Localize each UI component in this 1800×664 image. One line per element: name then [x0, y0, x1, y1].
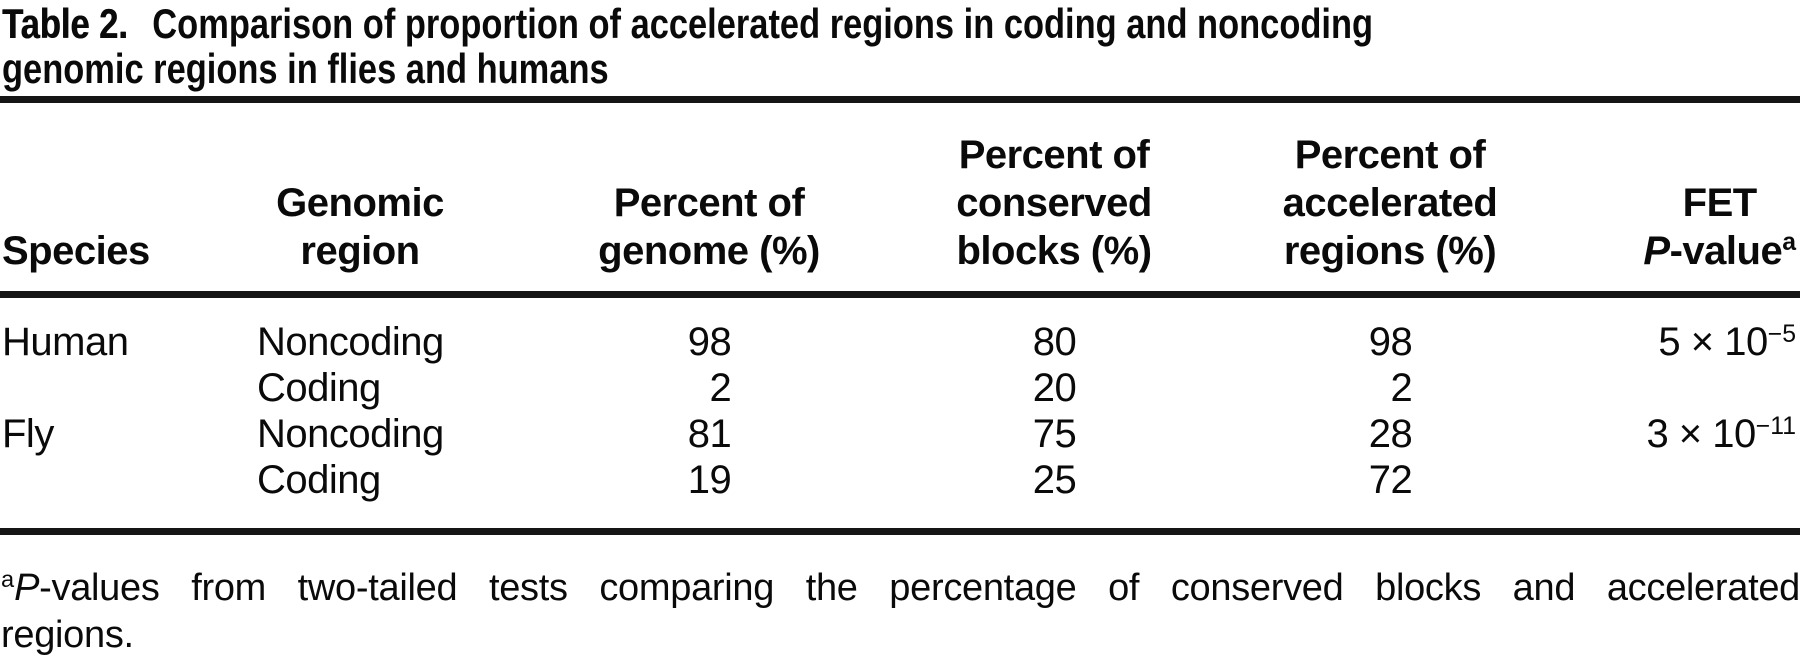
species-cell: Fly: [2, 412, 54, 457]
footnote-line-2: regions.: [1, 614, 134, 657]
fet-pvalue-base: 3 × 10: [1646, 412, 1756, 457]
table-row-fly-noncoding: Fly Noncoding 81 75 28 3 × 10−11: [0, 412, 1800, 458]
table-row-human-noncoding: Human Noncoding 98 80 98 5 × 10−5: [0, 294, 1800, 366]
conserved-pct-value: 80: [1032, 320, 1077, 365]
title-line-1: Table 2. Comparison of proportion of acce…: [2, 0, 1476, 47]
col-header-fet-pvalue: FET P-valuea: [1585, 102, 1800, 298]
fet-pvalue-base: 5 × 10: [1658, 320, 1768, 365]
fet-header-block: FET P-valuea: [1643, 179, 1796, 275]
table-body: Human Noncoding 98 80 98 5 × 10−5 Coding…: [0, 294, 1800, 535]
accelerated-pct-cell: 28: [1195, 412, 1585, 458]
col-header-genomic-region: Genomic region: [215, 102, 505, 298]
footnote-marker: a: [1, 565, 15, 592]
genome-pct-cell: 81: [505, 412, 913, 458]
genome-pct-value: 19: [687, 458, 732, 503]
conserved-pct-cell: 20: [913, 366, 1195, 412]
region-cell: Coding: [257, 366, 381, 411]
data-table: Species Genomic region Percent of genome…: [0, 102, 1800, 535]
region-cell: Noncoding: [257, 412, 444, 457]
fet-pvalue-cell: 3 × 10−11: [1585, 412, 1800, 458]
accelerated-pct-value: 72: [1368, 458, 1413, 503]
fet-pvalue-cell: [1585, 457, 1800, 535]
accelerated-pct-cell: 72: [1195, 457, 1585, 535]
table-footnote: aP-values from two-tailed tests comparin…: [0, 565, 1800, 660]
col-header-percent-genome: Percent of genome (%): [505, 102, 913, 298]
table-row-fly-coding: Coding 19 25 72: [0, 457, 1800, 535]
conserved-pct-value: 20: [1032, 366, 1077, 411]
fet-value-text: -value: [1669, 228, 1783, 273]
genome-pct-value: 98: [687, 320, 732, 365]
table-row-human-coding: Coding 2 20 2: [0, 366, 1800, 412]
table-title: Table 2. Comparison of proportion of acce…: [0, 0, 1800, 103]
species-cell: Human: [2, 320, 129, 365]
table-header: Species Genomic region Percent of genome…: [0, 102, 1800, 298]
fet-footnote-marker: a: [1782, 229, 1796, 257]
footnote-p-italic: P: [14, 566, 40, 609]
fet-p-italic: P: [1643, 228, 1670, 273]
fet-pvalue-exponent: −5: [1767, 320, 1796, 348]
genome-pct-cell: 19: [505, 457, 913, 535]
genome-pct-value: 2: [709, 366, 732, 411]
col-header-species: Species: [0, 102, 215, 298]
species-cell: [0, 457, 215, 535]
genome-pct-value: 81: [687, 412, 732, 457]
col-header-percent-conserved: Percent of conserved blocks (%): [913, 102, 1195, 298]
region-cell: Noncoding: [257, 320, 444, 365]
col-header-percent-accelerated: Percent of accelerated regions (%): [1195, 102, 1585, 298]
title-line-2: genomic regions in flies and humans: [2, 44, 609, 92]
accelerated-pct-value: 28: [1368, 412, 1413, 457]
title-text-line1: Comparison of proportion of accelerated …: [152, 0, 1374, 47]
fet-header-line2: P-valuea: [1643, 227, 1796, 275]
table-number-label: Table 2.: [2, 0, 128, 47]
accelerated-pct-value: 2: [1390, 366, 1413, 411]
accelerated-pct-cell: 98: [1195, 294, 1585, 366]
conserved-pct-cell: 75: [913, 412, 1195, 458]
genome-pct-cell: 2: [505, 366, 913, 412]
footnote-text: -values from two-tailed tests comparing …: [39, 566, 1800, 609]
fet-pvalue-cell: 5 × 10−5: [1585, 294, 1800, 366]
fet-pvalue-exponent: −11: [1755, 412, 1796, 440]
conserved-pct-cell: 80: [913, 294, 1195, 366]
region-cell: Coding: [215, 457, 505, 535]
conserved-pct-cell: 25: [913, 457, 1195, 535]
conserved-pct-value: 25: [1032, 458, 1077, 503]
accelerated-pct-value: 98: [1368, 320, 1413, 365]
footnote-line-1: aP-values from two-tailed tests comparin…: [1, 565, 1800, 613]
species-cell: [0, 366, 215, 412]
fet-header-line1: FET: [1682, 180, 1758, 225]
accelerated-pct-cell: 2: [1195, 366, 1585, 412]
header-row: Species Genomic region Percent of genome…: [0, 102, 1800, 298]
fet-pvalue-cell: [1585, 366, 1800, 412]
genome-pct-cell: 98: [505, 294, 913, 366]
conserved-pct-value: 75: [1032, 412, 1077, 457]
